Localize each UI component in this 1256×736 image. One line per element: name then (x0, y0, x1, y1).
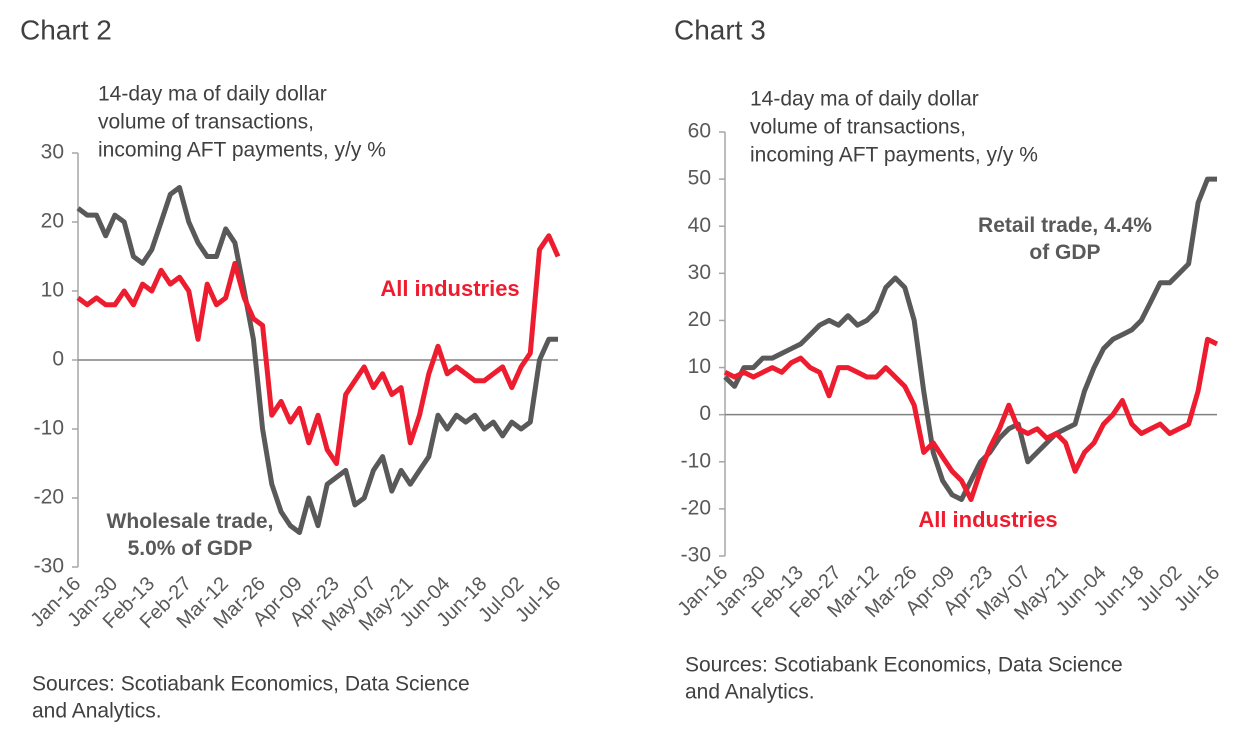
series-line (723, 336, 1219, 502)
y-tick-label: 50 (688, 167, 711, 190)
y-tick-label: -20 (34, 486, 64, 509)
y-tick-label: -10 (681, 449, 711, 472)
source: Sources: Scotiabank Economics, Data Scie… (32, 673, 470, 696)
y-tick-label: -20 (681, 496, 711, 519)
y-tick-label: 0 (699, 402, 711, 425)
chart-title: Chart 2 (20, 14, 112, 45)
subtitle: 14-day ma of daily dollar (98, 83, 327, 106)
chart-title: Chart 3 (674, 14, 766, 45)
series-label: All industries (918, 507, 1058, 532)
y-tick-label: 10 (41, 279, 64, 302)
series-label-box: Retail trade, 4.4% of GDP (978, 214, 1152, 264)
y-tick-label: 0 (52, 348, 64, 371)
y-tick-label: 40 (688, 214, 711, 237)
series-label-box: All industries (380, 276, 520, 301)
series-label: Wholesale trade, 5.0% of GDP (106, 510, 274, 560)
y-tick-label: 10 (688, 355, 711, 378)
source: Sources: Scotiabank Economics, Data Scie… (685, 654, 1123, 677)
subtitle: 14-day ma of daily dollar (750, 88, 979, 111)
subtitle: incoming AFT payments, y/y % (98, 139, 386, 162)
source: and Analytics. (685, 681, 815, 704)
series-label-box: All industries (918, 507, 1058, 532)
source: and Analytics. (32, 700, 162, 723)
y-tick-label: 60 (688, 120, 711, 143)
y-tick-label: 30 (688, 261, 711, 284)
series-label: Retail trade, 4.4% of GDP (978, 214, 1152, 264)
series-line (76, 185, 558, 535)
y-tick-label: -10 (34, 417, 64, 440)
y-tick-label: -30 (34, 555, 64, 578)
series-line (723, 176, 1217, 502)
subtitle: volume of transactions, (750, 116, 966, 139)
subtitle: volume of transactions, (98, 111, 314, 134)
y-tick-label: 30 (41, 141, 64, 164)
y-tick-label: 20 (41, 210, 64, 233)
series-line (76, 233, 561, 466)
series-label: All industries (380, 276, 520, 301)
y-tick-label: -30 (681, 544, 711, 567)
y-tick-label: 20 (688, 308, 711, 331)
subtitle: incoming AFT payments, y/y % (750, 144, 1038, 167)
series-label-box: Wholesale trade, 5.0% of GDP (106, 510, 274, 560)
